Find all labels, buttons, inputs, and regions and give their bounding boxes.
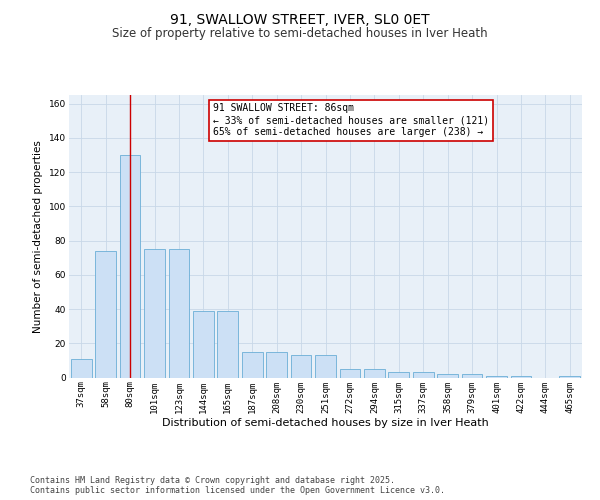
Bar bbox=[511, 376, 532, 378]
Text: Size of property relative to semi-detached houses in Iver Heath: Size of property relative to semi-detach… bbox=[112, 27, 488, 40]
Bar bbox=[169, 249, 190, 378]
Bar bbox=[388, 372, 409, 378]
Bar bbox=[71, 358, 92, 378]
Text: Contains HM Land Registry data © Crown copyright and database right 2025.
Contai: Contains HM Land Registry data © Crown c… bbox=[30, 476, 445, 495]
Bar bbox=[266, 352, 287, 378]
Bar bbox=[242, 352, 263, 378]
Text: 91, SWALLOW STREET, IVER, SL0 0ET: 91, SWALLOW STREET, IVER, SL0 0ET bbox=[170, 12, 430, 26]
Bar bbox=[461, 374, 482, 378]
Bar bbox=[315, 355, 336, 378]
X-axis label: Distribution of semi-detached houses by size in Iver Heath: Distribution of semi-detached houses by … bbox=[162, 418, 489, 428]
Text: 91 SWALLOW STREET: 86sqm
← 33% of semi-detached houses are smaller (121)
65% of : 91 SWALLOW STREET: 86sqm ← 33% of semi-d… bbox=[212, 104, 489, 136]
Bar bbox=[217, 310, 238, 378]
Bar bbox=[364, 369, 385, 378]
Bar bbox=[95, 251, 116, 378]
Bar bbox=[193, 310, 214, 378]
Bar bbox=[559, 376, 580, 378]
Bar bbox=[486, 376, 507, 378]
Bar bbox=[144, 249, 165, 378]
Y-axis label: Number of semi-detached properties: Number of semi-detached properties bbox=[34, 140, 43, 332]
Bar bbox=[413, 372, 434, 378]
Bar bbox=[437, 374, 458, 378]
Bar bbox=[290, 355, 311, 378]
Bar bbox=[340, 369, 361, 378]
Bar bbox=[119, 155, 140, 378]
